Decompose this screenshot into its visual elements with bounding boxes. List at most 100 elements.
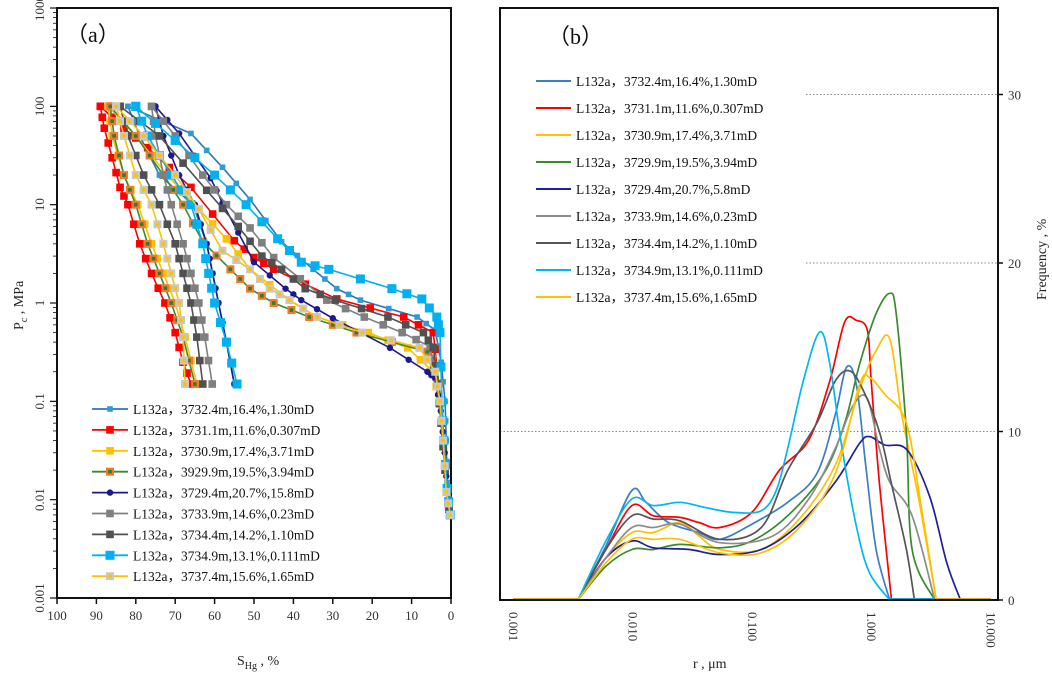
legend-marker — [106, 489, 114, 496]
data-marker — [219, 164, 226, 171]
data-marker — [170, 135, 180, 145]
legend-label: L132a，3737.4m,15.6%,1.65mD — [576, 290, 757, 305]
panel-b-axes: 0.001 0.010 0.100 1.000 10.000 0 10 20 30 — [506, 88, 1021, 648]
data-marker — [433, 320, 443, 330]
data-marker — [234, 250, 243, 258]
data-marker — [198, 239, 208, 249]
data-marker-center — [238, 277, 243, 281]
data-marker — [258, 252, 266, 260]
data-marker — [120, 124, 128, 132]
data-marker — [176, 185, 186, 195]
data-marker — [429, 344, 438, 352]
data-marker-center — [289, 308, 294, 312]
legend-label: L132a，3733.9m,14.6%,0.23mD — [576, 209, 757, 224]
data-marker-center — [337, 323, 342, 327]
data-marker — [222, 200, 231, 209]
data-marker-center — [441, 438, 445, 443]
data-marker — [364, 328, 373, 337]
data-marker — [167, 200, 176, 209]
data-marker — [188, 130, 194, 137]
data-marker — [104, 139, 113, 147]
legend-label: L132a，3729.4m,20.7%,5.8mD — [576, 182, 751, 197]
data-marker — [210, 170, 220, 180]
data-marker — [210, 298, 220, 308]
data-marker — [112, 168, 120, 177]
data-marker — [401, 321, 410, 329]
data-marker-center — [145, 242, 150, 246]
data-marker-center — [271, 301, 276, 305]
y-tick-label: 1000 — [32, 0, 47, 21]
data-marker — [435, 328, 445, 338]
data-marker-center — [182, 358, 186, 363]
data-marker — [173, 220, 181, 229]
data-marker-center — [258, 277, 262, 281]
data-marker — [412, 335, 420, 344]
data-marker — [196, 356, 204, 365]
series-3-curve — [577, 334, 938, 601]
data-marker — [137, 116, 147, 126]
y-tick-label: 10 — [32, 198, 47, 211]
legend-label: L132a，3732.4m,16.4%,1.30mD — [576, 74, 757, 89]
series-8-curve — [577, 331, 891, 601]
data-marker — [139, 171, 148, 179]
data-marker — [132, 151, 140, 160]
data-marker — [341, 304, 350, 313]
x-tick-label: 50 — [248, 608, 261, 623]
data-marker — [203, 147, 210, 154]
data-marker — [250, 253, 258, 262]
legend-label: L132a，3734.4m,14.2%,1.10mD — [133, 527, 314, 542]
data-marker — [258, 238, 266, 247]
panel-b-gridlines — [500, 94, 998, 432]
data-marker — [357, 297, 364, 303]
data-marker — [131, 101, 141, 111]
panel-a-axes: 100 90 80 70 60 50 40 30 20 10 00.0010.010.1110100… — [32, 0, 454, 623]
data-marker — [360, 313, 369, 321]
data-marker — [108, 153, 116, 162]
y-tick-label: 10 — [1008, 425, 1021, 440]
x-tick-label: 90 — [90, 608, 103, 623]
panel-b-series — [513, 292, 991, 601]
data-marker-center — [220, 248, 225, 253]
data-marker-center — [228, 267, 233, 272]
data-marker — [386, 344, 394, 352]
data-marker-center — [389, 338, 393, 343]
data-marker-center — [442, 464, 447, 468]
data-marker — [247, 196, 253, 203]
data-marker-center — [110, 119, 114, 123]
legend-marker-center — [108, 469, 112, 474]
series-5-curve — [577, 435, 962, 601]
y-tick-label: 20 — [1008, 256, 1021, 271]
data-marker-center — [234, 258, 239, 262]
legend-marker-center — [108, 574, 112, 578]
data-marker — [207, 283, 217, 293]
data-marker-center — [183, 382, 187, 386]
data-marker-center — [147, 153, 152, 158]
data-marker — [200, 333, 209, 341]
legend-marker — [105, 550, 115, 560]
data-marker-center — [177, 301, 181, 305]
panel-b-plot-frame — [499, 7, 999, 601]
legend-item: L132a，3729.4m,20.7%,15.8mD — [92, 486, 314, 501]
data-marker-center — [287, 298, 292, 302]
legend-item: L132a，3733.9m,14.6%,0.23mD — [536, 209, 757, 224]
data-marker — [155, 200, 164, 209]
data-marker-center — [141, 188, 146, 192]
data-marker — [198, 171, 207, 179]
data-marker-center — [134, 202, 138, 207]
data-marker-center — [165, 256, 170, 261]
data-marker-center — [181, 335, 185, 339]
data-marker — [159, 171, 168, 179]
data-marker — [185, 151, 193, 160]
data-marker — [171, 240, 179, 248]
data-marker — [171, 328, 179, 337]
data-marker — [277, 265, 286, 274]
data-marker — [98, 113, 107, 122]
x-tick-label: 40 — [287, 608, 300, 623]
data-marker-center — [155, 222, 160, 227]
data-marker — [366, 304, 375, 312]
data-marker — [116, 183, 124, 192]
legend-label: L132a，3731.1m,11.6%,0.307mD — [133, 423, 321, 438]
data-marker-center — [277, 292, 282, 297]
data-marker — [384, 313, 392, 321]
data-marker — [414, 321, 423, 329]
